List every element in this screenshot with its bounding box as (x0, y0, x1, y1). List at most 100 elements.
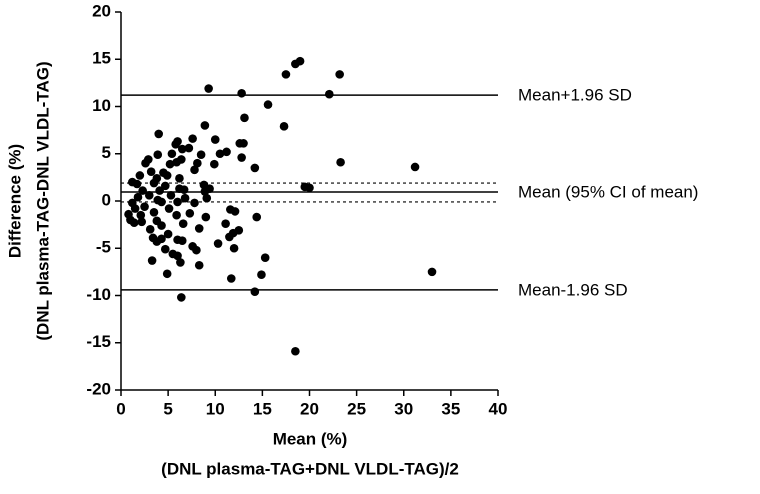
point (252, 212, 262, 222)
x-tick-label: 15 (253, 399, 272, 418)
point (201, 212, 211, 222)
point (305, 183, 314, 193)
point (152, 237, 162, 246)
point (260, 253, 270, 262)
point (173, 197, 182, 207)
point (154, 129, 163, 139)
y-axis-title: Difference (%) (5, 144, 24, 258)
x-tick-label: 40 (489, 399, 508, 418)
point (172, 157, 181, 167)
point (171, 140, 180, 149)
point (194, 224, 204, 233)
point (222, 147, 231, 157)
point (213, 239, 223, 248)
point (178, 219, 188, 228)
point (226, 274, 236, 283)
point (162, 171, 172, 180)
point (160, 244, 170, 254)
x-tick-label: 5 (163, 399, 172, 418)
point (135, 171, 145, 180)
x-tick-label: 30 (394, 399, 413, 418)
point (177, 293, 186, 302)
y-tick-label: 10 (92, 96, 111, 115)
point (132, 179, 142, 189)
point (237, 153, 246, 162)
point (146, 167, 156, 177)
point (200, 121, 210, 130)
x-tick-label: 0 (116, 399, 125, 418)
point (155, 186, 164, 195)
reference-label: Mean+1.96 SD (518, 86, 632, 105)
point (177, 236, 187, 245)
point (221, 219, 230, 228)
x-tick-label: 20 (300, 399, 319, 418)
point (138, 186, 147, 195)
point (427, 267, 437, 277)
point (162, 269, 172, 279)
point (129, 218, 139, 228)
point (172, 210, 181, 220)
point (153, 150, 163, 159)
y-tick-label: 15 (92, 49, 111, 68)
point (165, 159, 175, 169)
point (164, 204, 174, 213)
point (336, 157, 345, 167)
point (163, 229, 173, 239)
point (175, 174, 184, 183)
point (176, 258, 185, 267)
point (185, 208, 195, 218)
point (215, 149, 225, 159)
point (202, 193, 212, 203)
point (237, 88, 246, 98)
point (144, 191, 154, 200)
point (173, 251, 182, 261)
point (410, 162, 420, 172)
point (145, 225, 155, 234)
point (140, 202, 149, 211)
point (230, 207, 240, 216)
point (257, 270, 266, 280)
x-tick-label: 35 (441, 399, 460, 418)
y-tick-label: -5 (96, 238, 111, 257)
y-tick-label: -20 (86, 379, 111, 398)
point (196, 150, 206, 159)
point (160, 181, 170, 191)
point (149, 208, 159, 217)
point (250, 287, 260, 297)
point (239, 139, 248, 148)
point (130, 204, 140, 213)
point (180, 193, 190, 203)
x-tick-label: 10 (206, 399, 225, 418)
point (141, 158, 150, 168)
point (210, 135, 220, 144)
point (147, 256, 157, 265)
y-tick-label: 0 (102, 190, 111, 209)
point (263, 100, 273, 109)
point (200, 187, 210, 196)
point (167, 149, 177, 159)
point (279, 122, 289, 131)
point (137, 217, 147, 227)
point (204, 84, 213, 93)
x-axis-title: Mean (%) (273, 429, 348, 448)
point (190, 198, 199, 208)
point (166, 191, 176, 200)
point (210, 159, 219, 169)
point (149, 178, 159, 188)
point (136, 210, 146, 220)
point (190, 165, 199, 175)
point (133, 192, 143, 202)
point (157, 197, 166, 207)
point (194, 260, 204, 270)
point (179, 185, 189, 194)
y-tick-label: 20 (92, 1, 111, 20)
x-axis-subtitle: (DNL plasma-TAG+DNL VLDL-TAG)/2 (161, 459, 459, 478)
reference-label: Mean (95% CI of mean) (518, 183, 698, 202)
point (229, 243, 239, 253)
point (291, 346, 300, 356)
point (184, 143, 194, 153)
point (192, 245, 201, 255)
point (250, 163, 260, 173)
point (240, 113, 249, 123)
